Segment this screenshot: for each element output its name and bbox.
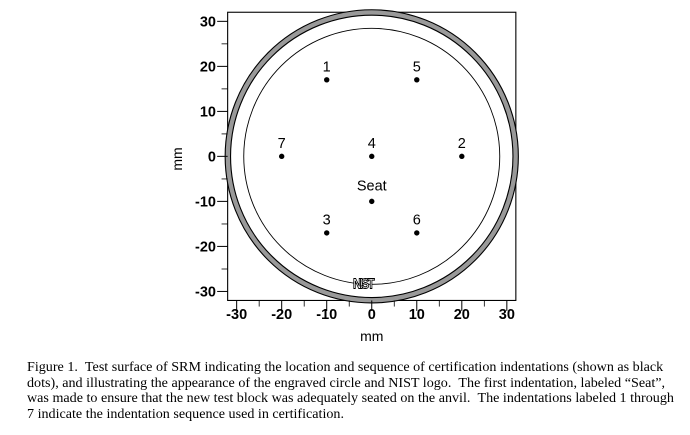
svg-text:3: 3 (323, 213, 331, 229)
svg-text:20: 20 (200, 59, 216, 75)
svg-text:5: 5 (413, 60, 421, 76)
svg-text:4: 4 (368, 136, 376, 152)
svg-text:-20: -20 (195, 239, 216, 255)
svg-text:mm: mm (169, 147, 185, 170)
svg-text:-30: -30 (195, 284, 216, 300)
svg-text:0: 0 (208, 149, 216, 165)
svg-text:30: 30 (200, 14, 216, 30)
svg-text:Seat: Seat (357, 179, 387, 195)
svg-text:2: 2 (458, 136, 466, 152)
svg-text:-10: -10 (316, 307, 337, 323)
svg-text:NIST: NIST (353, 275, 375, 291)
svg-text:-20: -20 (271, 307, 292, 323)
svg-text:-10: -10 (195, 194, 216, 210)
svg-text:7: 7 (278, 136, 286, 152)
svg-text:-30: -30 (226, 307, 247, 323)
svg-text:10: 10 (200, 104, 216, 120)
svg-text:6: 6 (413, 213, 421, 229)
svg-text:10: 10 (409, 307, 425, 323)
svg-text:1: 1 (323, 60, 331, 76)
svg-text:0: 0 (368, 307, 376, 323)
svg-text:20: 20 (454, 307, 470, 323)
svg-text:mm: mm (360, 328, 383, 344)
svg-text:30: 30 (499, 307, 515, 323)
